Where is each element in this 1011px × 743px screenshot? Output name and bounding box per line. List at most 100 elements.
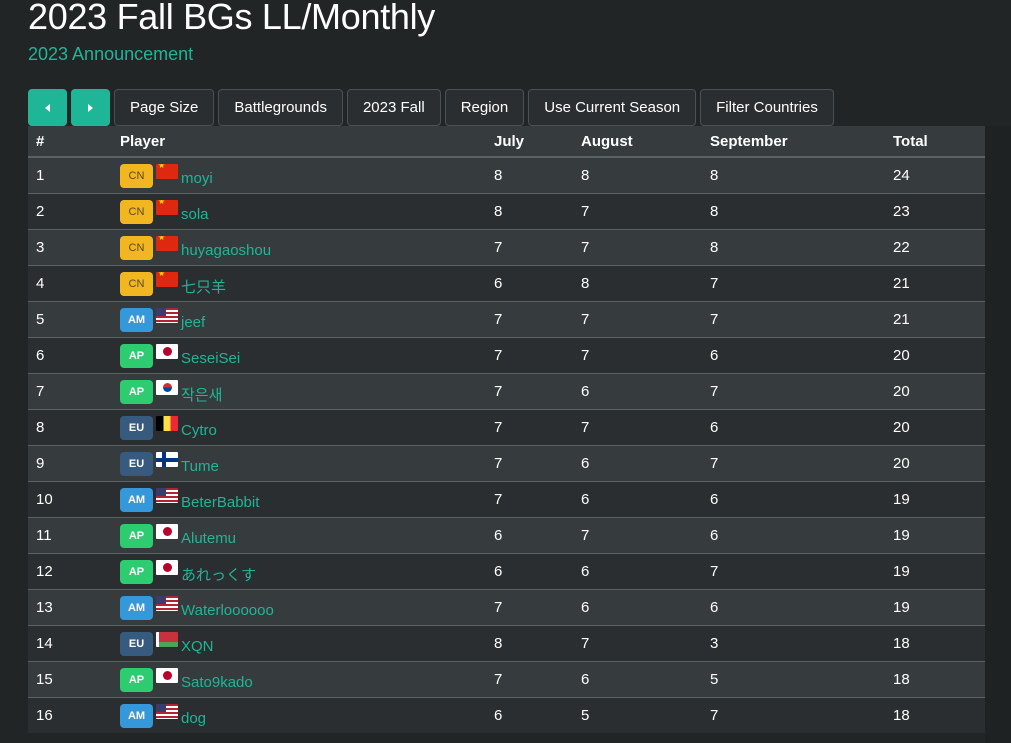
season-button[interactable]: 2023 Fall bbox=[346, 89, 441, 126]
player-cell: AM Waterloooooo bbox=[112, 589, 486, 626]
region-badge[interactable]: CN bbox=[120, 271, 153, 296]
player-link[interactable]: huyagaoshou bbox=[181, 242, 272, 259]
region-badge[interactable]: EU bbox=[120, 631, 153, 656]
use-current-season-button[interactable]: Use Current Season bbox=[528, 89, 697, 126]
player-link[interactable]: dog bbox=[181, 710, 207, 727]
july-cell: 7 bbox=[486, 481, 573, 518]
caret-right-icon bbox=[88, 103, 93, 112]
september-cell: 7 bbox=[702, 301, 885, 338]
region-badge[interactable]: AM bbox=[120, 595, 153, 620]
previous-page-button[interactable] bbox=[28, 89, 67, 126]
table-row: 7 AP 작은새 7 6 7 20 bbox=[28, 373, 985, 410]
september-cell: 7 bbox=[702, 553, 885, 590]
table-row: 8 EU Cytro 7 7 6 20 bbox=[28, 409, 985, 446]
player-link[interactable]: Cytro bbox=[181, 422, 217, 439]
september-cell: 6 bbox=[702, 337, 885, 374]
col-header-august: August bbox=[573, 126, 702, 158]
player-link[interactable]: XQN bbox=[181, 638, 214, 655]
july-cell: 7 bbox=[486, 373, 573, 410]
august-cell: 7 bbox=[573, 625, 702, 662]
region-badge[interactable]: EU bbox=[120, 451, 153, 476]
region-badge[interactable]: AM bbox=[120, 487, 153, 512]
rank-cell: 10 bbox=[28, 481, 112, 518]
table-row: 15 AP Sato9kado 7 6 5 18 bbox=[28, 661, 985, 698]
total-cell: 19 bbox=[885, 553, 985, 590]
player-link[interactable]: あれっくす bbox=[181, 567, 257, 584]
game-mode-button[interactable]: Battlegrounds bbox=[218, 89, 343, 126]
total-cell: 18 bbox=[885, 661, 985, 698]
region-button[interactable]: Region bbox=[444, 89, 525, 126]
player-link[interactable]: Alutemu bbox=[181, 530, 237, 547]
region-badge[interactable]: CN bbox=[120, 199, 153, 224]
region-badge[interactable]: AP bbox=[120, 523, 153, 548]
leaderboard-table: # Player July August September Total 1 CN… bbox=[28, 126, 985, 733]
total-cell: 20 bbox=[885, 445, 985, 482]
region-badge[interactable]: CN bbox=[120, 163, 153, 188]
flag-us-icon bbox=[156, 704, 178, 719]
july-cell: 8 bbox=[486, 625, 573, 662]
august-cell: 7 bbox=[573, 337, 702, 374]
player-link[interactable]: 七只羊 bbox=[181, 279, 227, 296]
player-link[interactable]: Tume bbox=[181, 458, 219, 475]
rank-cell: 6 bbox=[28, 337, 112, 374]
flag-fi-icon bbox=[156, 452, 178, 467]
rank-cell: 1 bbox=[28, 156, 112, 194]
august-cell: 8 bbox=[573, 265, 702, 302]
player-cell: CN moyi bbox=[112, 156, 486, 194]
july-cell: 7 bbox=[486, 301, 573, 338]
september-cell: 7 bbox=[702, 445, 885, 482]
col-header-september: September bbox=[702, 126, 885, 158]
flag-jp-icon bbox=[156, 344, 178, 359]
total-cell: 18 bbox=[885, 625, 985, 662]
august-cell: 6 bbox=[573, 553, 702, 590]
july-cell: 7 bbox=[486, 589, 573, 626]
col-header-rank: # bbox=[28, 126, 112, 158]
august-cell: 7 bbox=[573, 517, 702, 554]
july-cell: 7 bbox=[486, 445, 573, 482]
flag-us-icon bbox=[156, 488, 178, 503]
region-badge[interactable]: EU bbox=[120, 415, 153, 440]
page-size-button[interactable]: Page Size bbox=[114, 89, 215, 126]
caret-left-icon bbox=[45, 103, 50, 112]
september-cell: 7 bbox=[702, 265, 885, 302]
july-cell: 7 bbox=[486, 661, 573, 698]
table-row: 5 AM jeef 7 7 7 21 bbox=[28, 301, 985, 338]
player-cell: EU Tume bbox=[112, 445, 486, 482]
player-link[interactable]: BeterBabbit bbox=[181, 494, 260, 511]
filter-countries-button[interactable]: Filter Countries bbox=[700, 89, 834, 126]
player-link[interactable]: jeef bbox=[181, 314, 206, 331]
region-badge[interactable]: AP bbox=[120, 343, 153, 368]
region-badge[interactable]: AP bbox=[120, 379, 153, 404]
august-cell: 5 bbox=[573, 697, 702, 733]
july-cell: 6 bbox=[486, 697, 573, 733]
flag-us-icon bbox=[156, 596, 178, 611]
player-link[interactable]: sola bbox=[181, 206, 209, 223]
table-header-row: # Player July August September Total bbox=[28, 126, 985, 158]
player-link[interactable]: Sato9kado bbox=[181, 674, 253, 691]
player-link[interactable]: moyi bbox=[181, 170, 213, 187]
region-badge[interactable]: CN bbox=[120, 235, 153, 260]
region-badge[interactable]: AM bbox=[120, 307, 153, 332]
table-row: 16 AM dog 6 5 7 18 bbox=[28, 697, 985, 733]
next-page-button[interactable] bbox=[71, 89, 110, 126]
region-badge[interactable]: AP bbox=[120, 559, 153, 584]
player-link[interactable]: SeseiSei bbox=[181, 350, 241, 367]
announcement-link[interactable]: 2023 Announcement bbox=[28, 44, 194, 64]
rank-cell: 3 bbox=[28, 229, 112, 266]
region-badge[interactable]: AM bbox=[120, 703, 153, 728]
player-cell: AM BeterBabbit bbox=[112, 481, 486, 518]
total-cell: 20 bbox=[885, 409, 985, 446]
col-header-july: July bbox=[486, 126, 573, 158]
table-body: 1CNmoyi888242CNsola878233CNhuyagaoshou77… bbox=[28, 156, 985, 733]
player-link[interactable]: 작은새 bbox=[181, 387, 223, 404]
july-cell: 7 bbox=[486, 337, 573, 374]
july-cell: 6 bbox=[486, 553, 573, 590]
player-cell: AP Alutemu bbox=[112, 517, 486, 554]
september-cell: 6 bbox=[702, 589, 885, 626]
july-cell: 8 bbox=[486, 156, 573, 194]
player-link[interactable]: Waterloooooo bbox=[181, 602, 274, 619]
total-cell: 21 bbox=[885, 265, 985, 302]
august-cell: 6 bbox=[573, 481, 702, 518]
region-badge[interactable]: AP bbox=[120, 667, 153, 692]
july-cell: 6 bbox=[486, 517, 573, 554]
